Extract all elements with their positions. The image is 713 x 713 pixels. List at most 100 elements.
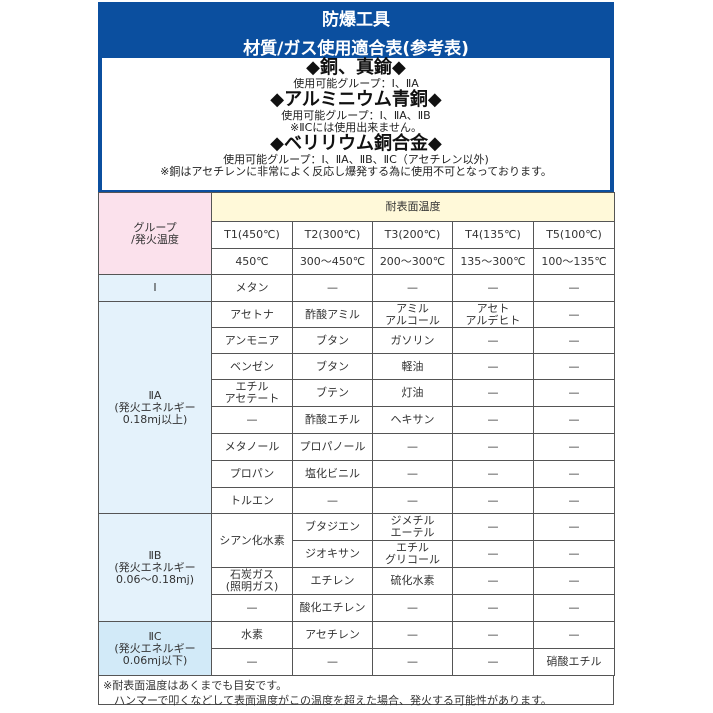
gas-cell: — [452,540,534,568]
gas-cell: ヘキサン [372,406,453,434]
footnote-line-1: ※耐表面温度はあくまでも目安です。 [103,679,288,692]
material-note: 使用可能グループ：Ⅰ、ⅡA [293,77,419,90]
gas-cell: — [452,567,534,595]
gas-cell: 酢酸エチル [292,406,373,434]
gas-cell: — [452,487,534,514]
gas-cell: — [532,594,616,622]
material-note: 使用可能グループ：Ⅰ、ⅡA、ⅡB [281,109,431,122]
gas-cell: 硫化水素 [372,567,453,595]
table-row: Ⅰ メタン — — — — [98,274,616,302]
gas-cell: — [532,460,616,488]
gas-cell: 酢酸アミル [292,301,373,328]
gas-cell: — [532,621,616,649]
gas-cell: — [452,594,534,622]
gas-cell: アンモニア [211,327,293,354]
gas-cell: — [372,594,453,622]
table-row: トルエン — — — — [99,487,616,514]
gas-cell: アセトナ [211,301,293,328]
gas-cell: — [372,433,453,461]
gas-cell: — [452,274,534,302]
gas-cell: — [452,327,534,354]
table-row: ジオキサン エチル グリコール — — [99,540,616,568]
gas-cell: — [372,621,453,649]
temp-range-header: 450℃ [211,248,293,275]
gas-cell: プロパノール [292,433,373,461]
gas-cell: 塩化ビニル [292,460,373,488]
gas-cell: メタン [211,274,293,302]
gas-compatibility-table: グループ /発火温度 耐表面温度 T1(450℃) T2(300℃) T3(200℃… [98,192,616,676]
gas-cell: — [452,406,534,434]
document: 防爆工具 材質/ガス使用適合表(参考表) ◆銅、真鍮◆ 使用可能グループ：Ⅰ、ⅡA… [98,2,616,707]
title-line-1: 防爆工具 [322,10,390,30]
temp-range-header: 135～300℃ [452,248,534,275]
material-note: 使用可能グループ：Ⅰ、ⅡA、ⅡB、ⅡC（アセチレン以外) [223,153,489,166]
temp-class-header: T4(135℃) [452,221,534,249]
table-row: ⅡC (発火エネルギー 0.06mj以下) 水素 アセチレン — — — [98,621,616,676]
gas-cell: ガソリン [372,327,453,354]
group-label: ⅡA (発火エネルギー 0.18mj以上) [98,301,212,514]
gas-cell: ジメチル エーテル [372,513,453,541]
gas-cell: ブタン [292,327,373,354]
gas-cell: — [211,406,293,434]
gas-cell: — [532,327,616,354]
gas-cell: 硝酸エチル [532,648,616,676]
gas-cell: — [211,594,293,622]
footnote-line-2: ハンマーで叩くなどして表面温度がこの温度を超えた場合、発火する可能性があります。 [103,694,552,707]
group-label: Ⅰ [98,274,212,302]
temp-class-header: T3(200℃) [372,221,453,249]
temp-class-header: T2(300℃) [292,221,373,249]
table-row: — 酢酸エチル ヘキサン — — [99,406,616,434]
temp-range-header: 300～450℃ [292,248,373,275]
gas-cell: ブタジエン [292,513,373,541]
gas-cell: — [452,353,534,380]
material-note: ※銅はアセチレンに非常によく反応し爆発する為に使用不可となっております。 [160,165,552,178]
group-header: グループ /発火温度 [98,192,212,275]
material-name: ◆銅、真鍮◆ [306,57,406,78]
gas-cell: — [372,274,453,302]
table-row: プロパン 塩化ビニル — — — [99,460,616,488]
gas-cell: — [372,487,453,514]
gas-cell: アセト アルデヒト [452,301,534,328]
gas-cell: — [452,621,534,649]
material-name: ◆アルミニウム青銅◆ [270,89,442,110]
table-row: ⅡA (発火エネルギー 0.18mj以上) アセトナ 酢酸アミル アミル アルコールア… [98,301,616,514]
gas-cell: — [372,460,453,488]
table-row: エチル アセテート ブテン 灯油 — — [99,379,616,407]
gas-cell: 石炭ガス (照明ガス) [211,567,293,595]
gas-cell: アミル アルコール [372,301,453,328]
gas-cell: — [292,487,373,514]
gas-cell: 酸化エチレン [292,594,373,622]
gas-cell: ブテン [292,379,373,407]
title-line-2: 材質/ガス使用適合表(参考表) [243,39,469,59]
gas-cell: — [452,648,534,676]
temp-class-header: T5(100℃) [532,221,616,249]
temp-range-header: 100～135℃ [532,248,616,275]
gas-cell: — [532,274,616,302]
material-name: ◆ベリリウム銅合金◆ [270,133,442,154]
gas-cell: ジオキサン [292,540,373,568]
gas-cell: アセチレン [292,621,373,649]
gas-cell: — [532,487,616,514]
gas-cell: ブタン [292,353,373,380]
gas-cell: ベンゼン [211,353,293,380]
gas-cell: — [372,648,453,676]
group-label: ⅡB (発火エネルギー 0.06～0.18mj) [98,513,212,622]
material-note: ※ⅡCには使用出来ません。 [290,121,422,134]
gas-cell: — [452,460,534,488]
gas-cell: シアン化水素 [211,513,293,568]
header-banner: 防爆工具 材質/ガス使用適合表(参考表) ◆銅、真鍮◆ 使用可能グループ：Ⅰ、ⅡA… [98,2,614,192]
group-label: ⅡC (発火エネルギー 0.06mj以下) [98,621,212,676]
gas-cell: — [532,301,616,328]
gas-cell: プロパン [211,460,293,488]
gas-cell: — [292,274,373,302]
gas-cell: — [292,648,373,676]
gas-cell: — [211,648,293,676]
gas-cell: — [532,540,616,568]
gas-cell: — [452,379,534,407]
gas-cell: メタノール [211,433,293,461]
gas-cell: — [452,433,534,461]
temp-range-header: 200～300℃ [372,248,453,275]
table-row: ⅡB (発火エネルギー 0.06～0.18mj) シアン化水素 ブタジエン ジメチル … [98,513,616,622]
gas-cell: トルエン [211,487,293,514]
temp-class-header: T1(450℃) [211,221,293,249]
